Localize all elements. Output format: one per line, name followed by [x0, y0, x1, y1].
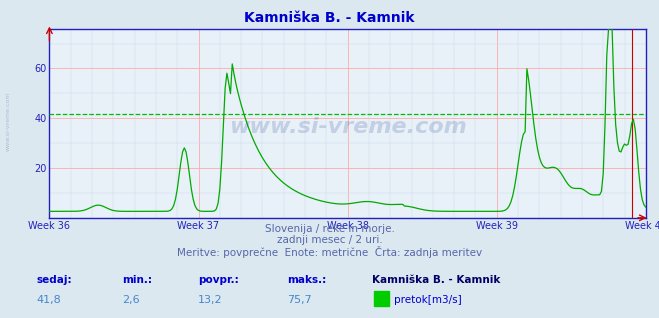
Text: povpr.:: povpr.: — [198, 275, 239, 285]
Text: 41,8: 41,8 — [36, 295, 61, 305]
Text: Kamniška B. - Kamnik: Kamniška B. - Kamnik — [372, 275, 501, 285]
Text: Kamniška B. - Kamnik: Kamniška B. - Kamnik — [244, 11, 415, 25]
Text: Slovenija / reke in morje.: Slovenija / reke in morje. — [264, 224, 395, 234]
Text: 75,7: 75,7 — [287, 295, 312, 305]
Text: pretok[m3/s]: pretok[m3/s] — [394, 295, 462, 305]
Text: zadnji mesec / 2 uri.: zadnji mesec / 2 uri. — [277, 235, 382, 245]
Text: min.:: min.: — [122, 275, 152, 285]
Text: maks.:: maks.: — [287, 275, 326, 285]
Text: 2,6: 2,6 — [122, 295, 140, 305]
Text: www.si-vreme.com: www.si-vreme.com — [5, 91, 11, 151]
Text: 13,2: 13,2 — [198, 295, 222, 305]
Text: www.si-vreme.com: www.si-vreme.com — [229, 117, 467, 137]
Text: sedaj:: sedaj: — [36, 275, 72, 285]
Text: Meritve: povprečne  Enote: metrične  Črta: zadnja meritev: Meritve: povprečne Enote: metrične Črta:… — [177, 246, 482, 259]
